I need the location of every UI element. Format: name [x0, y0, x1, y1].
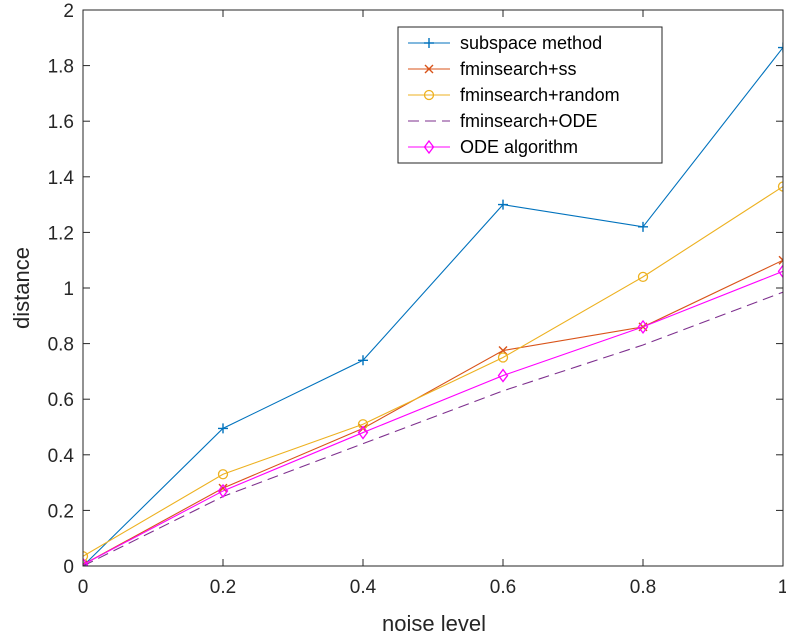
y-tick-label: 0.2 [48, 501, 74, 522]
data-point [357, 425, 369, 440]
data-point [497, 352, 509, 363]
legend: subspace method fminsearch+ss fminsearch+r… [397, 26, 663, 164]
series-line [83, 270, 783, 566]
data-point [358, 355, 368, 366]
legend-entry: ODE algorithm [460, 137, 578, 157]
x-tick-label: 0.8 [630, 577, 656, 598]
data-point [778, 42, 783, 53]
legend-marker [424, 64, 434, 74]
data-point [218, 423, 228, 434]
legend-marker [423, 139, 435, 155]
y-tick-label: 1.6 [48, 112, 74, 133]
x-tick-label: 0.2 [210, 577, 236, 598]
y-tick-label: 0 [63, 557, 74, 578]
data-point [217, 483, 229, 499]
series-line [83, 47, 783, 566]
legend-marker [424, 38, 434, 48]
series-2 [83, 181, 783, 562]
x-tick-label: 0.6 [490, 577, 516, 598]
y-tick-label: 0.8 [48, 335, 74, 356]
series-4 [83, 264, 783, 566]
series-line [83, 291, 783, 566]
data-point [777, 264, 783, 279]
x-tick-label: 1 [778, 577, 786, 598]
y-axis-label: distance [9, 247, 34, 329]
plot-area [83, 42, 783, 566]
data-point [498, 199, 508, 210]
data-point [497, 368, 509, 383]
data-point [217, 469, 229, 480]
legend-entry: fminsearch+random [460, 85, 620, 105]
x-tick-label: 0 [78, 577, 89, 598]
series-0 [83, 42, 783, 566]
y-tick-label: 1.2 [48, 223, 74, 244]
y-tick-label: 2 [63, 1, 74, 22]
data-point [638, 221, 648, 232]
data-point [218, 483, 228, 493]
legend-entry: fminsearch+ss [460, 59, 577, 79]
x-tick-label: 0.4 [350, 577, 377, 598]
y-tick-label: 1.8 [48, 57, 74, 78]
data-point [637, 319, 649, 335]
x-axis-label: noise level [382, 611, 486, 636]
axes: 0 0.2 0.4 0.6 0.8 1 0 0.2 0.4 0.6 0.8 1 1.2 1.4 1.6 1.8… [48, 1, 786, 598]
y-tick-label: 1 [63, 279, 74, 300]
series-line [83, 259, 783, 566]
data-point [637, 271, 649, 283]
legend-entry: subspace method [460, 33, 602, 53]
y-tick-label: 0.6 [48, 390, 74, 411]
data-point [83, 551, 89, 562]
data-point [357, 419, 369, 430]
y-tick-label: 1.4 [48, 168, 75, 189]
data-point [778, 255, 783, 265]
legend-entry: fminsearch+ODE [460, 111, 598, 131]
series-3 [83, 291, 783, 566]
data-point [83, 557, 89, 566]
data-point [777, 181, 783, 192]
legend-marker [423, 89, 435, 101]
y-tick-label: 0.4 [48, 446, 75, 467]
series-line [83, 186, 783, 557]
